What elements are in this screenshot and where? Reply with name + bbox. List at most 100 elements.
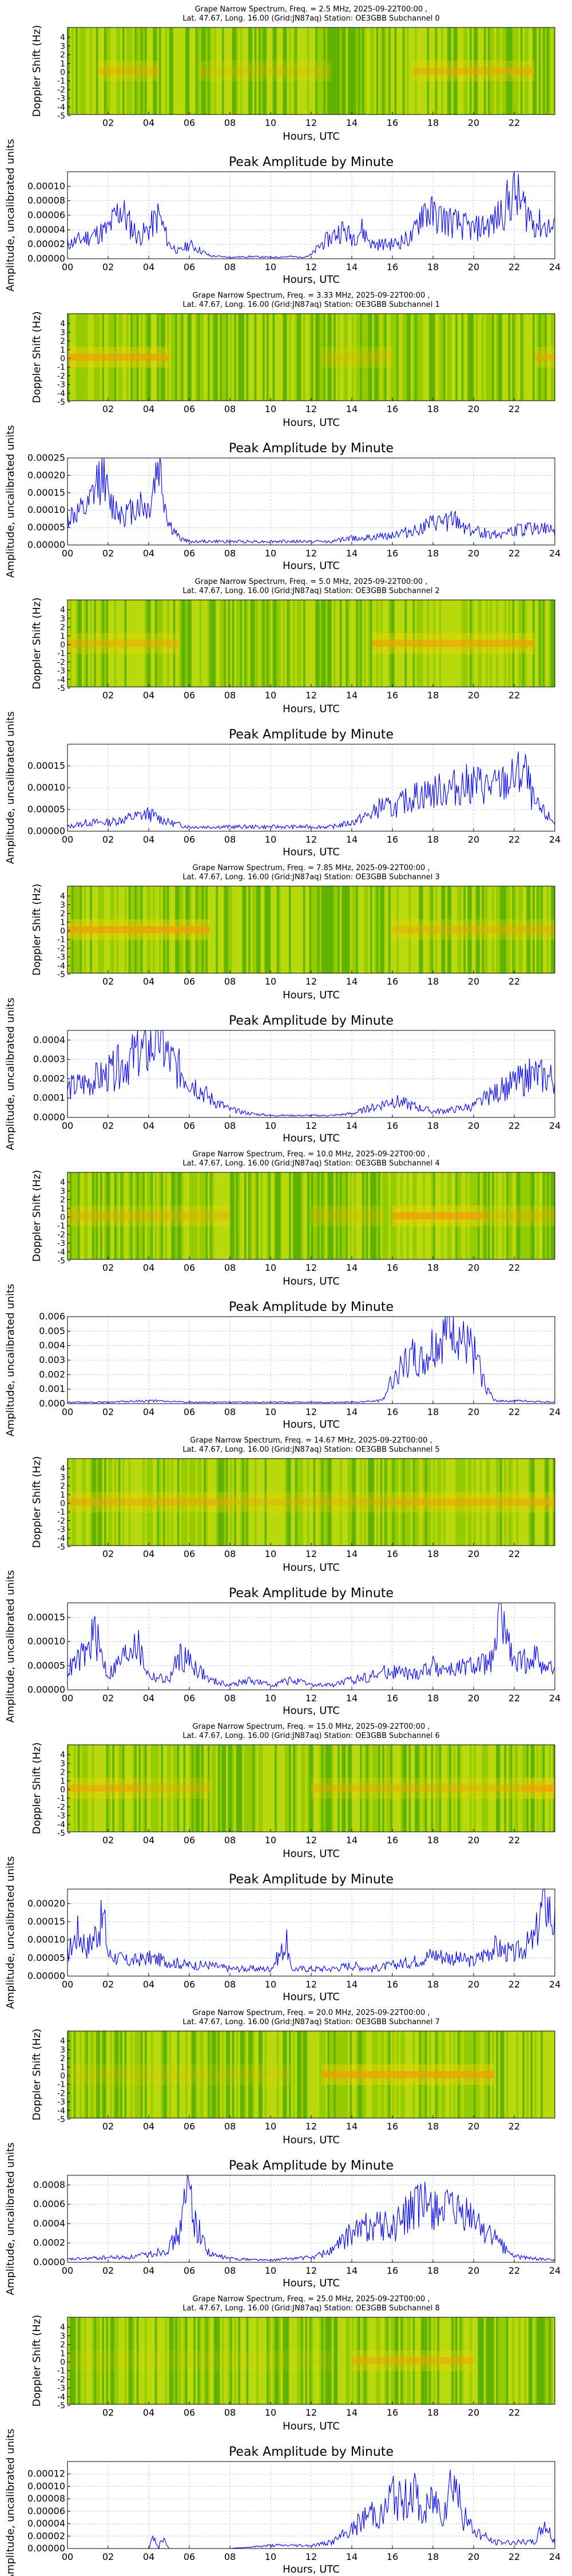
spectrogram-cell [122,1459,125,1546]
spectrogram-cell [154,1459,157,1546]
spectrogram-xtick-label: 02 [102,2407,114,2418]
spectrogram-cell [240,314,243,401]
spectrogram-cell [313,1459,316,1546]
spectrogram-cell [345,600,348,687]
amplitude-xtick-label: 24 [549,2551,561,2562]
spectrogram-cell [266,314,269,401]
spectrogram-cell [134,1172,137,1259]
spectrogram-cell [520,27,523,114]
spectrogram-cell [541,886,543,973]
spectrogram-cell [333,1172,336,1259]
spectrogram-cell [221,2031,224,2118]
spectrogram-cell [461,2317,464,2404]
spectrogram-cell [366,1172,368,1259]
spectrogram-cell [380,314,383,401]
spectrogram-ytick-label: -1 [57,2080,65,2089]
spectrogram-cell [169,2317,172,2404]
spectrogram-cell [154,600,157,687]
spectrogram-cell [244,314,247,401]
spectrogram-cell [486,27,488,114]
spectrogram-xlabel: Hours, UTC [283,1275,340,1287]
spectrogram-cell [545,2031,547,2118]
spectrogram-cell [216,1745,219,1832]
spectrogram-cell [392,2317,395,2404]
spectrogram-cell [238,314,241,401]
spectrogram-cell [309,2031,312,2118]
spectrogram-cell [400,2317,403,2404]
spectrogram-cell [69,600,72,687]
spectrogram-cell [275,1459,277,1546]
spectrogram-cell [92,1172,94,1259]
spectrogram-cell [209,1745,212,1832]
spectrogram-cell [240,600,243,687]
amplitude-xlabel: Hours, UTC [283,846,340,858]
spectrogram-cell [498,2317,500,2404]
spectrogram-core [67,1498,230,1506]
spectrogram-cell [161,2031,164,2118]
spectrogram-cell [185,1745,188,1832]
spectrogram-cell [498,2031,500,2118]
spectrogram-cell [494,886,496,973]
spectrogram-cell [207,2031,210,2118]
spectrogram-cell [357,27,360,114]
spectrogram-ytick-label: 3 [60,42,65,51]
spectrogram-cell [116,1172,119,1259]
amplitude-xtick-label: 02 [102,548,114,559]
spectrogram-cell [498,314,500,401]
spectrogram-cell [242,2031,245,2118]
spectrogram-cell [490,1172,492,1259]
spectrogram-cell [73,1459,76,1546]
spectrogram-cell [217,600,220,687]
spectrogram-cell [534,27,537,114]
amplitude-title: Peak Amplitude by Minute [229,1872,394,1887]
amplitude-ytick-label: 0.00000 [27,825,65,836]
spectrogram-cell [132,1459,135,1546]
spectrogram-cell [345,1745,348,1832]
spectrogram-cell [553,886,555,973]
spectrogram-xtick-label: 20 [468,1835,479,1846]
spectrogram-cell [158,2031,161,2118]
spectrogram-cell [262,1172,265,1259]
spectrogram-cell [323,1172,326,1259]
spectrogram-cell [553,27,555,114]
spectrogram-cell [469,1745,472,1832]
spectrogram-cell [153,2031,156,2118]
spectrogram-cell [299,1172,301,1259]
spectrogram-ytick-label: -1 [57,1222,65,1231]
spectrogram-xtick-label: 02 [102,117,114,128]
spectrogram-cell [183,1172,186,1259]
amplitude-xtick-label: 08 [224,548,236,559]
spectrogram-cell [317,2317,320,2404]
spectrogram-cell [526,2031,529,2118]
amplitude-xtick-label: 02 [102,1693,114,1704]
spectrogram-band [98,60,159,82]
spectrogram-cell [431,1745,434,1832]
spectrogram-cell [410,2317,414,2404]
spectrogram-cell [524,27,527,114]
amplitude-xlabel: Hours, UTC [283,1132,340,1144]
spectrogram-ytick-label: 4 [60,1178,65,1187]
amplitude-xtick-label: 10 [265,1120,276,1131]
spectrogram-cell [266,27,269,114]
spectrogram-cells [67,2317,555,2404]
spectrogram-cell [193,2317,196,2404]
spectrogram-cell [504,27,507,114]
spectrogram-cell [435,1745,438,1832]
spectrogram-cell [256,600,259,687]
spectrogram-cell [478,314,480,401]
spectrogram-cell [299,886,301,973]
spectrogram-cell [420,2317,423,2404]
spectrogram-cell [329,2317,332,2404]
spectrogram-cell [305,1172,308,1259]
spectrogram-cell [212,1459,214,1546]
spectrogram-cell [230,2031,233,2118]
amplitude-plot-1: Peak Amplitude by Minute0.000000.000050.… [5,425,561,578]
spectrogram-cell [175,600,178,687]
spectrogram-cell [453,314,456,401]
spectrogram-cell [469,27,472,114]
amplitude-xtick-label: 10 [265,2265,276,2276]
spectrogram-cell [272,600,275,687]
spectrogram-cell [162,2031,165,2118]
spectrogram-cell [104,1459,107,1546]
amplitude-xtick-label: 10 [265,548,276,559]
